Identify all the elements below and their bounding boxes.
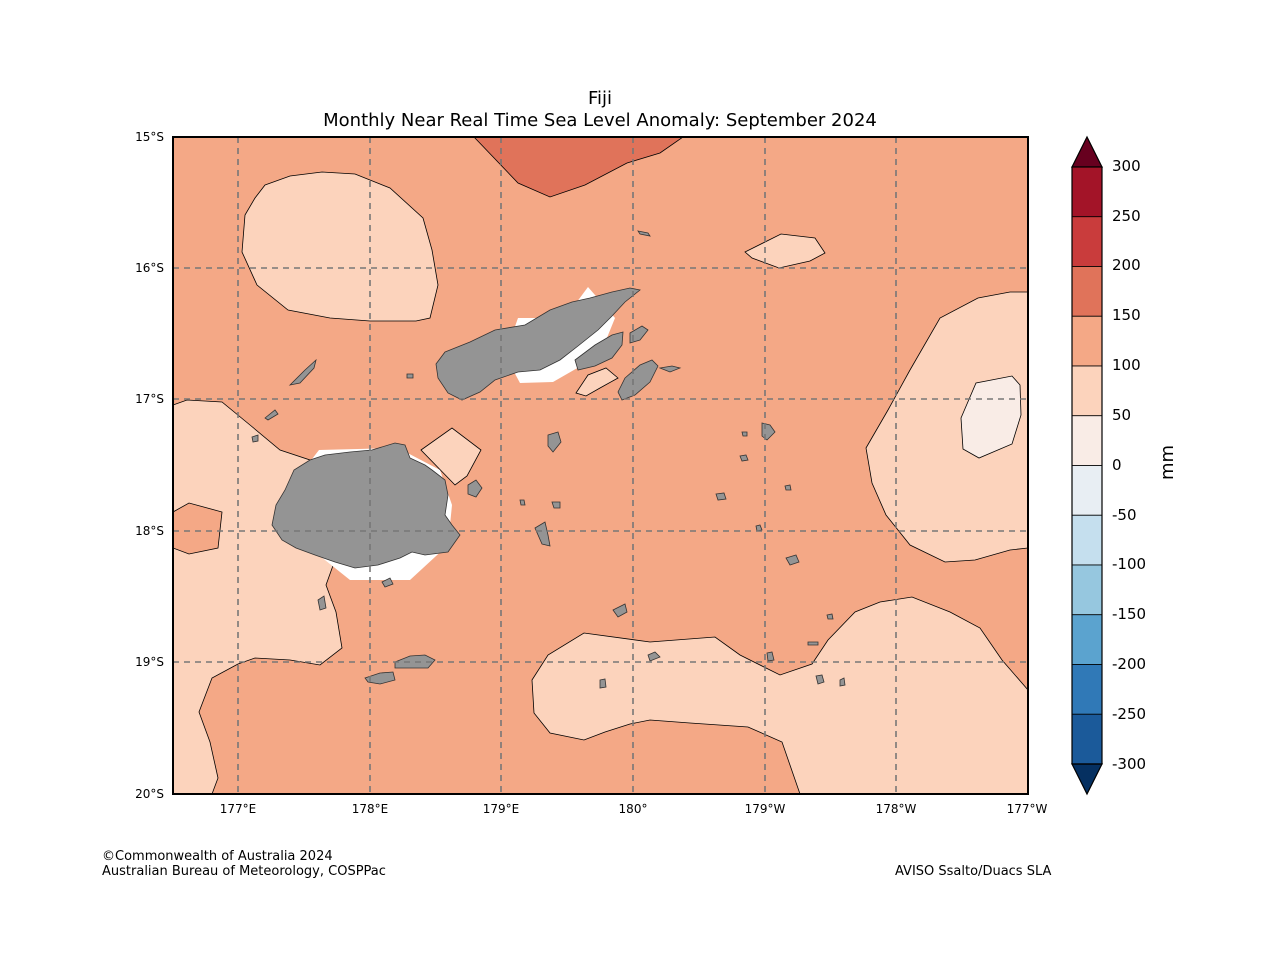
taveuni-island [574,331,624,371]
colorbar-tick-label: 50 [1112,406,1132,424]
lat-label: 20°S [135,787,164,801]
lat-label: 15°S [135,130,164,144]
viti-levu-island [271,442,461,569]
island [629,325,649,344]
island [658,365,682,373]
island [766,651,775,662]
colorbar-segment [1071,315,1103,367]
colorbar-tick-label: 0 [1112,456,1122,474]
map-title-region: Fiji [587,88,613,109]
island [785,554,800,566]
colorbar-tick-label: 100 [1112,356,1141,374]
colorbar-segment [1071,564,1103,616]
colorbar-segment [1071,415,1103,466]
island [534,521,551,547]
island [617,359,659,401]
colorbar-tick-label: 250 [1112,207,1141,225]
lat-label: 17°S [135,392,164,406]
colorbar-tick-label: 150 [1112,306,1141,324]
lon-label: 177°W [1006,802,1048,816]
island [815,674,825,685]
map-frame [172,136,1029,795]
contour-50-100 [865,291,1028,563]
agency-text: Australian Bureau of Meteorology, COSPPa… [102,864,386,879]
contour-0-50 [960,375,1022,459]
colorbar-segment [1071,266,1103,317]
island [364,671,396,685]
colorbar-tick-label: -150 [1112,605,1147,623]
lon-label: 177°E [219,802,257,816]
lon-label: 180° [618,802,648,816]
island [739,454,749,462]
lon-label: 179°W [744,802,786,816]
colorbar-tick-label: 300 [1112,157,1141,175]
island [637,230,651,237]
colorbar-tick-label: 200 [1112,256,1141,274]
colorbar-segment [1071,664,1103,715]
island [264,409,279,421]
island [612,603,628,618]
colorbar-tick-label: -200 [1112,655,1147,673]
island [467,479,483,498]
lon-label: 179°E [482,802,520,816]
island [647,651,661,662]
data-source-text: AVISO Ssalto/Duacs SLA [895,864,1052,879]
lat-label: 19°S [135,655,164,669]
island [755,524,763,532]
island [741,431,748,437]
colorbar-tick-label: -50 [1112,506,1137,524]
colorbar-segment [1071,465,1103,516]
island [551,501,561,509]
contour-50-100 [575,367,619,397]
map-contours [173,137,1028,794]
copyright-text: ©Commonwealth of Australia 2024 [102,849,333,864]
contour-150-200 [473,137,684,198]
island [381,577,394,588]
island [317,595,327,611]
contour-50-100 [420,427,482,486]
colorbar-segment [1071,166,1103,218]
island [839,677,846,687]
lat-label: 18°S [135,524,164,538]
map-title: Monthly Near Real Time Sea Level Anomaly… [323,110,877,131]
island [807,641,819,646]
colorbar-segment [1071,614,1103,665]
contour-100-150 [173,502,223,555]
island [251,434,259,443]
island [599,678,607,689]
island [406,373,414,379]
island [784,484,792,491]
colorbar-unit-label: mm [1157,444,1179,481]
island [547,431,562,453]
colorbar-tick-label: -100 [1112,555,1147,573]
colorbar-segment [1071,216,1103,267]
colorbar-over-arrow [1071,135,1103,168]
lon-label: 178°E [351,802,389,816]
colorbar-segment [1071,514,1103,566]
colorbar-tick-label: -300 [1112,755,1147,773]
colorbar-segment [1071,713,1103,765]
lon-label: 178°W [875,802,917,816]
colorbar-frame [1071,166,1103,765]
island [826,613,834,620]
colorbar-tick-label: -250 [1112,705,1147,723]
contour-50-100 [531,596,1028,794]
colorbar-under-arrow [1071,763,1103,796]
colorbar [1071,135,1103,796]
island [519,499,526,506]
yasawa-islands [288,358,317,386]
lat-label: 16°S [135,261,164,275]
island [715,492,727,501]
contour-50-100 [241,171,439,322]
colorbar-segment [1071,365,1103,417]
